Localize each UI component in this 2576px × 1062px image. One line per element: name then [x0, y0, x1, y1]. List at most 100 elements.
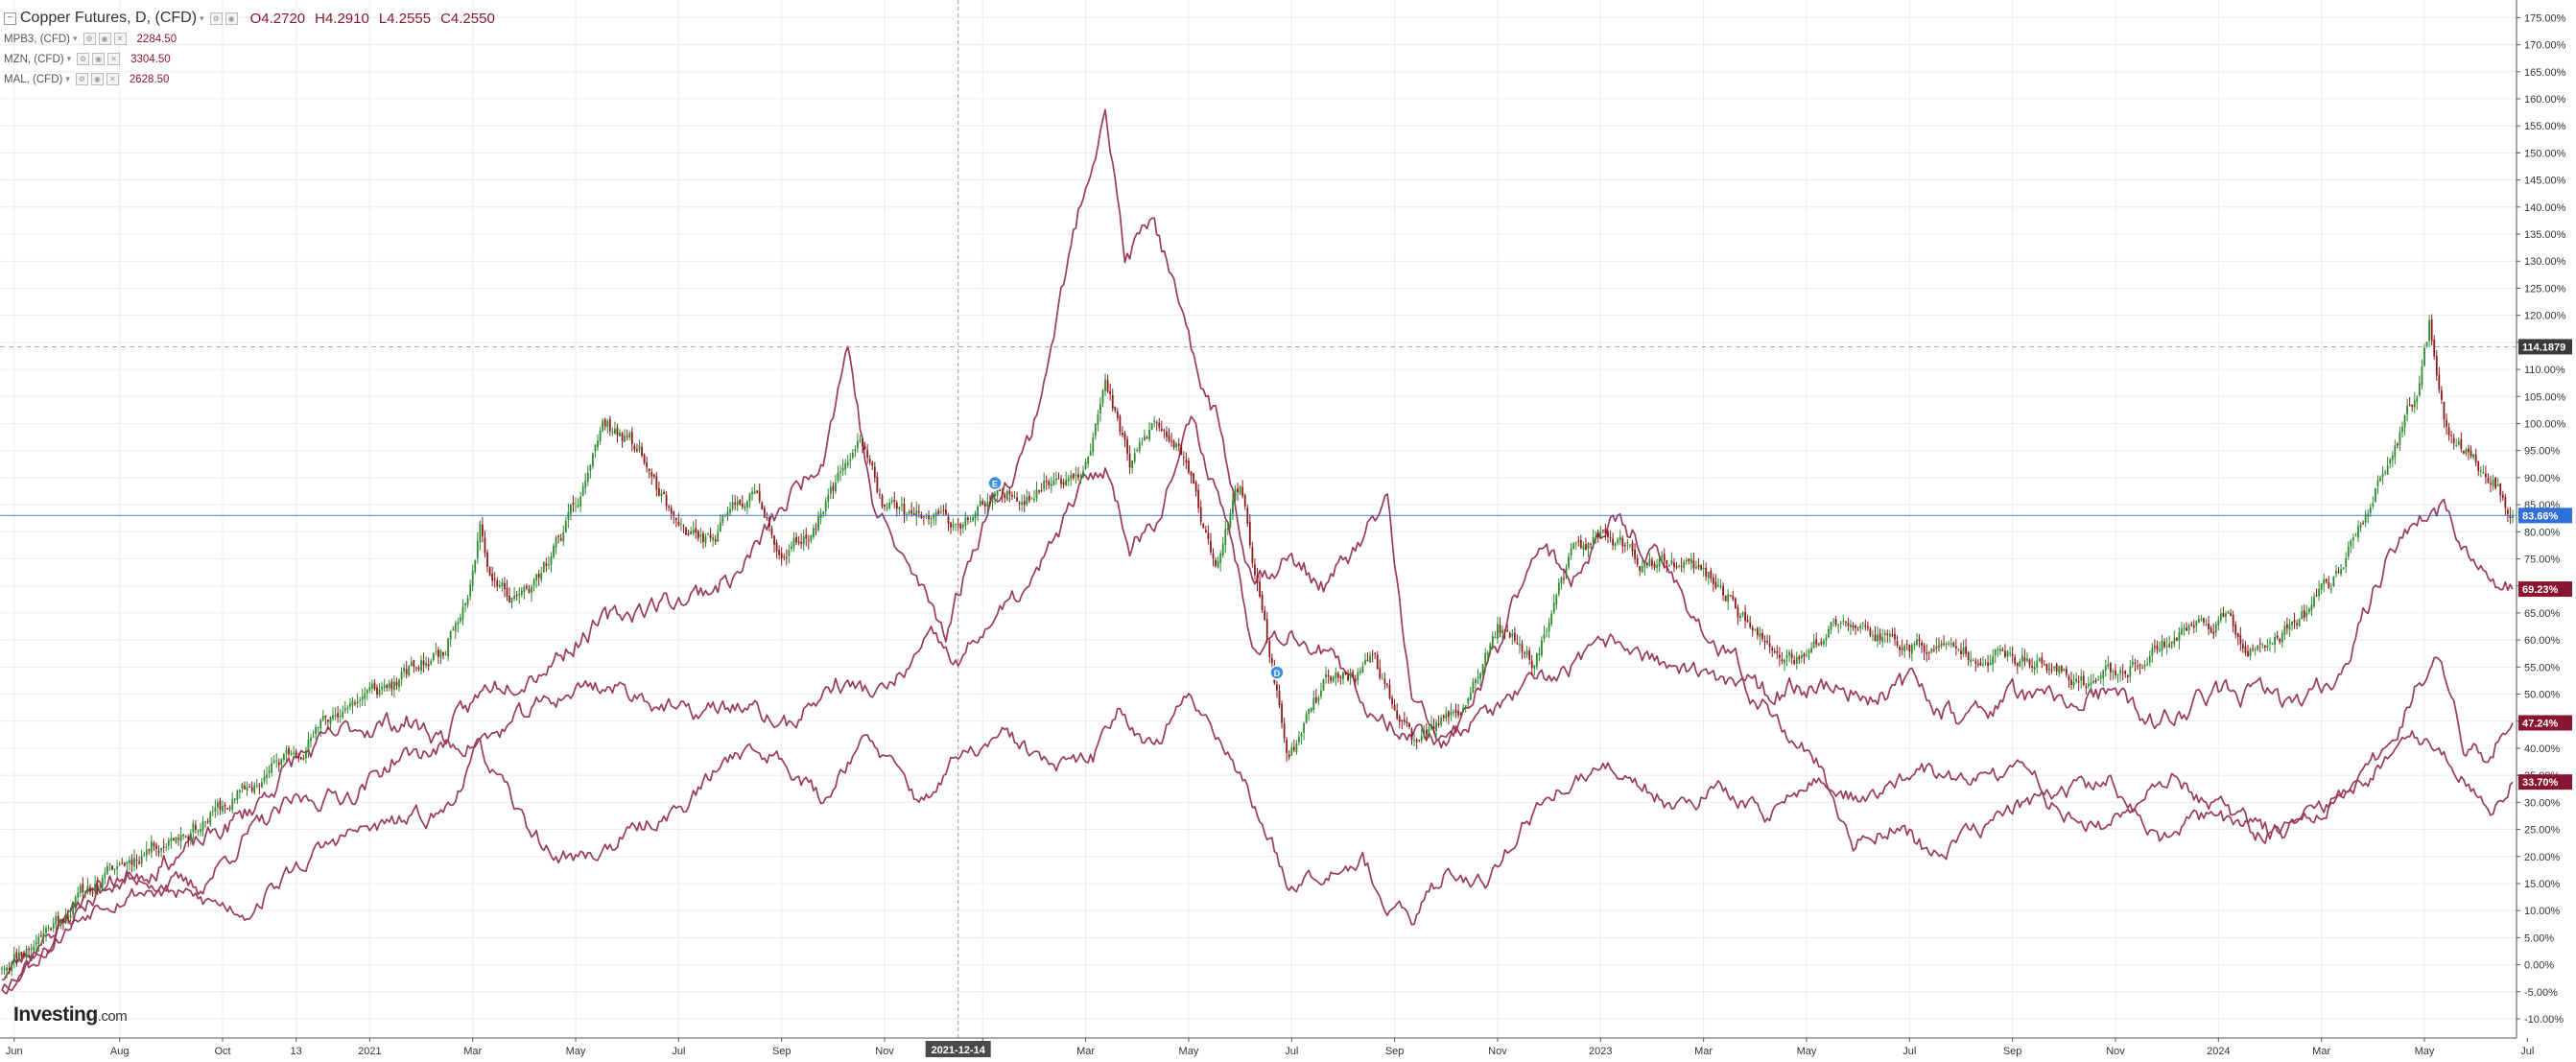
candle-body	[1408, 722, 1410, 727]
chevron-down-icon[interactable]: ▾	[200, 12, 204, 23]
candle-body	[1661, 555, 1664, 558]
candle-body	[2506, 509, 2509, 514]
candle-body	[219, 800, 222, 811]
event-marker[interactable]: D	[1269, 665, 1285, 680]
candle-body	[1601, 530, 1604, 531]
candle-body	[427, 664, 430, 667]
candle-body	[2181, 628, 2183, 635]
eye-icon[interactable]: ◉	[90, 73, 104, 85]
chevron-down-icon[interactable]: ▾	[65, 74, 70, 83]
candle-body	[155, 844, 157, 849]
candle-body	[2094, 680, 2097, 682]
candle-body	[792, 537, 795, 548]
candle-body	[2170, 641, 2173, 644]
candle-body	[1785, 655, 1788, 659]
candle-body	[324, 715, 327, 718]
candle-body	[739, 499, 742, 505]
candle-body	[1146, 437, 1148, 439]
candle-body	[293, 752, 295, 754]
candle-body	[439, 649, 442, 658]
candle-body	[947, 516, 950, 524]
candle-body	[1910, 645, 1913, 654]
candle-body	[337, 713, 340, 718]
candle-body	[491, 573, 494, 581]
y-tick-label: -10.00%	[2524, 1014, 2564, 1026]
candle-body	[873, 466, 876, 479]
candle-body	[1810, 648, 1812, 652]
candle-body	[1237, 488, 1239, 492]
candle-body	[153, 842, 155, 846]
y-tick-label: 5.00%	[2524, 932, 2554, 944]
candle-body	[2335, 571, 2337, 575]
candle-body	[1075, 474, 1077, 477]
candle-body	[1126, 438, 1128, 455]
candle-body	[707, 533, 709, 535]
eye-icon[interactable]: ◉	[98, 33, 111, 45]
settings-icon[interactable]: ⚙	[209, 12, 223, 25]
candle-body	[356, 701, 359, 704]
legend-main-name[interactable]: Copper Futures, D, (CFD)	[20, 10, 198, 26]
legend-series-name[interactable]: MAL, (CFD)	[4, 73, 63, 85]
legend-series-name[interactable]: MZN, (CFD)	[4, 53, 64, 65]
candle-body	[349, 703, 351, 707]
settings-icon[interactable]: ⚙	[77, 53, 90, 65]
candle-body	[1193, 473, 1194, 484]
x-tick-label: Jul	[1902, 1046, 1916, 1057]
legend-series: MAL, (CFD) ▾ ⚙ ◉ ✕ 2628.50	[4, 69, 495, 89]
candle-body	[1254, 564, 1256, 576]
candle-body	[1312, 697, 1315, 711]
settings-icon[interactable]: ⚙	[83, 33, 96, 45]
candle-body	[1528, 650, 1531, 660]
investing-logo: Investing.com	[13, 1003, 128, 1027]
candle-body	[2011, 653, 2014, 656]
candle-body	[1477, 676, 1479, 678]
candle-body	[626, 436, 628, 437]
candle-body	[2362, 523, 2364, 525]
candle-body	[317, 727, 319, 729]
chevron-down-icon[interactable]: ▾	[73, 34, 78, 43]
eye-icon[interactable]: ◉	[92, 53, 106, 65]
candle-body	[1565, 568, 1568, 578]
candle-body	[1109, 390, 1112, 394]
chevron-down-icon[interactable]: ▾	[66, 54, 72, 63]
candle-body	[381, 686, 384, 690]
candle-body	[1028, 495, 1030, 502]
close-icon[interactable]: ✕	[107, 53, 121, 65]
event-markers[interactable]: ED	[987, 475, 1285, 680]
candle-body	[660, 493, 663, 497]
candle-body	[2399, 432, 2401, 445]
close-icon[interactable]: ✕	[113, 33, 127, 45]
event-marker-dot[interactable]	[1269, 665, 1285, 680]
candle-body	[1879, 633, 1881, 641]
candle-body	[2494, 477, 2497, 489]
eye-icon[interactable]: ◉	[225, 12, 238, 25]
event-marker[interactable]: E	[987, 475, 1003, 491]
candle-body	[484, 537, 486, 554]
candle-body	[1050, 484, 1052, 486]
candle-body	[2060, 665, 2063, 672]
candle-body	[368, 686, 371, 691]
collapse-icon[interactable]: −	[4, 12, 16, 25]
legend: − Copper Futures, D, (CFD) ▾ ⚙ ◉ O4.2720…	[4, 8, 495, 89]
candle-body	[876, 476, 879, 492]
candle-body	[400, 672, 403, 679]
candle-body	[1354, 678, 1357, 682]
grid	[0, 0, 2528, 1038]
candle-body	[1155, 421, 1158, 423]
event-marker-dot[interactable]	[987, 475, 1003, 491]
candle-body	[12, 954, 15, 962]
legend-series-name[interactable]: MPB3, (CFD)	[4, 33, 70, 45]
candle-body	[130, 859, 133, 865]
candle-body	[2408, 404, 2411, 407]
settings-icon[interactable]: ⚙	[75, 73, 88, 85]
candle-body	[2247, 650, 2249, 657]
close-icon[interactable]: ✕	[106, 73, 119, 85]
candle-body	[1629, 544, 1631, 546]
candle-body	[1094, 423, 1097, 437]
candle-body	[1265, 619, 1268, 639]
candle-body	[1082, 470, 1084, 478]
candle-body	[1308, 709, 1311, 715]
candle-body	[2129, 666, 2132, 677]
candle-body	[841, 467, 844, 471]
